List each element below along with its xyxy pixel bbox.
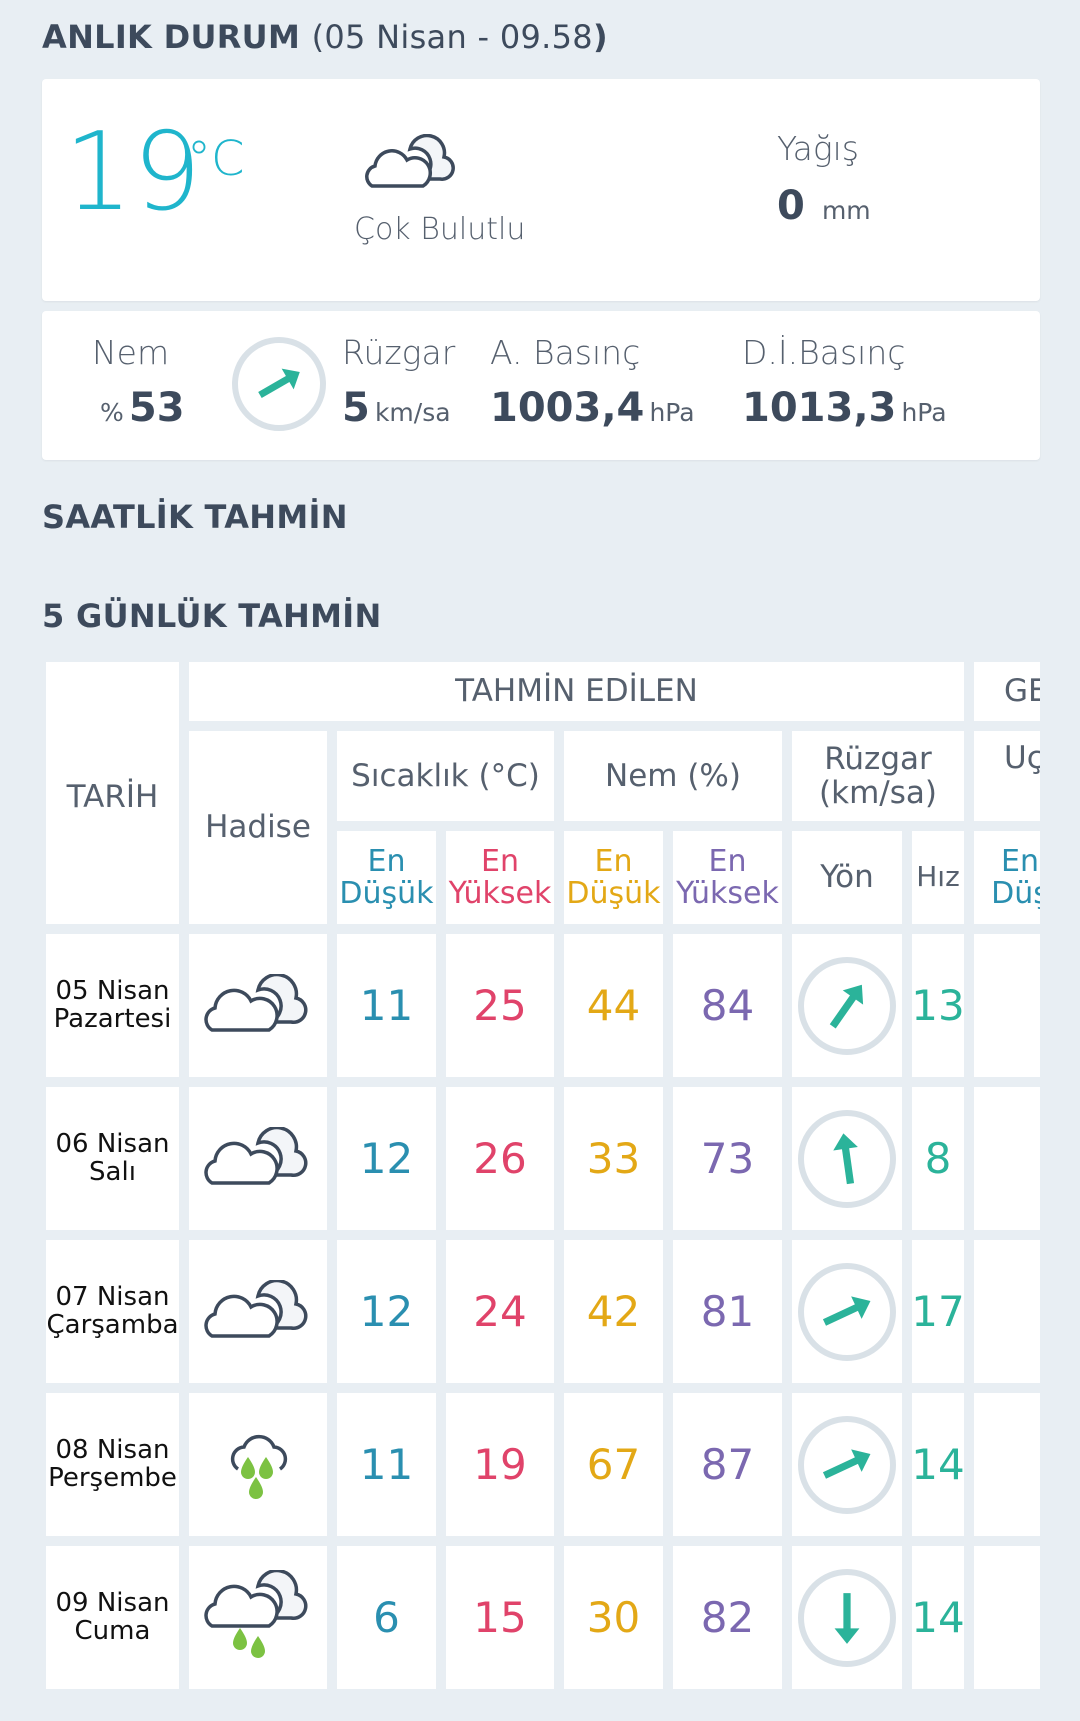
header-col2: Uç	[974, 731, 1040, 821]
wind-value: 5	[342, 385, 370, 431]
temp-max: 19	[446, 1393, 554, 1536]
humidity-max: 84	[673, 934, 782, 1077]
cloudy-icon	[189, 1240, 327, 1383]
wind-direction	[792, 1393, 902, 1536]
pressure-label: A. Basınç	[490, 333, 641, 372]
humidity-max: 87	[673, 1393, 782, 1536]
wind-speed: 8	[912, 1087, 964, 1230]
cloudy-icon	[189, 1087, 327, 1230]
wind-speed: 17	[912, 1240, 964, 1383]
humidity-min: 44	[564, 934, 663, 1077]
temp-min: 6	[337, 1546, 436, 1689]
current-details-card: Nem % 53 Rüzgar 5 km/sa A. Basınç 1003,4…	[42, 311, 1040, 460]
humidity-value: 53	[128, 385, 185, 431]
header-direction: Yön	[792, 831, 902, 924]
row-date: 07 Nisan Çarşamba	[46, 1240, 179, 1383]
current-card: 19 °C Çok Bulutlu Yağış 0 mm	[42, 79, 1040, 301]
wind-arrow-icon	[834, 1592, 860, 1644]
humidity-label: Nem	[92, 333, 170, 372]
wind-direction	[792, 1546, 902, 1689]
temp-min: 11	[337, 934, 436, 1077]
wind-arrow-icon	[822, 1295, 871, 1326]
row-date: 06 Nisan Salı	[46, 1087, 179, 1230]
header-event: Hadise	[189, 731, 327, 924]
header-group: TAHMİN EDİLEN	[189, 662, 964, 721]
temp-max: 25	[446, 934, 554, 1077]
sea-pressure-value: 1013,3	[742, 385, 897, 431]
humidity-min: 67	[564, 1393, 663, 1536]
rain-icon	[189, 1393, 327, 1536]
header-col2-sub: En Düş	[974, 831, 1040, 924]
wind-label: Rüzgar	[342, 333, 456, 372]
temp-max: 26	[446, 1087, 554, 1230]
header-humidity: Nem (%)	[564, 731, 782, 821]
row-date: 08 Nisan Perşembe	[46, 1393, 179, 1536]
humidity-min: 42	[564, 1240, 663, 1383]
precip-value: 0	[777, 183, 805, 229]
wind-arrow-icon	[829, 984, 864, 1028]
row-extra-cell	[974, 1087, 1040, 1230]
header-group2: GE	[974, 662, 1040, 721]
humidity-min: 33	[564, 1087, 663, 1230]
current-datetime: 05 Nisan - 09.58	[324, 18, 593, 56]
wind-speed: 14	[912, 1546, 964, 1689]
row-extra-cell	[974, 1546, 1040, 1689]
current-condition: Çok Bulutlu	[354, 212, 526, 247]
cloudy-rain-icon	[189, 1546, 327, 1689]
header-wind: Rüzgar (km/sa)	[792, 731, 964, 821]
temp-min: 12	[337, 1240, 436, 1383]
wind-arrow-icon	[258, 368, 300, 399]
header-speed: Hız	[912, 831, 964, 924]
temp-min: 12	[337, 1087, 436, 1230]
header-date: TARİH	[46, 662, 179, 924]
wind-arrow-icon	[833, 1132, 858, 1184]
header-temp-max: En Yüksek	[446, 831, 554, 924]
temp-min: 11	[337, 1393, 436, 1536]
row-extra-cell	[974, 1240, 1040, 1383]
humidity-max: 82	[673, 1546, 782, 1689]
row-extra-cell	[974, 934, 1040, 1077]
header-temp: Sıcaklık (°C)	[337, 731, 554, 821]
temp-max: 24	[446, 1240, 554, 1383]
row-date: 09 Nisan Cuma	[46, 1546, 179, 1689]
wind-speed: 14	[912, 1393, 964, 1536]
cloudy-icon	[189, 934, 327, 1077]
row-extra-cell	[974, 1393, 1040, 1536]
sea-pressure-label: D.İ.Basınç	[742, 333, 906, 372]
header-hum-max: En Yüksek	[673, 831, 782, 924]
daily-forecast-table: TARİH TAHMİN EDİLEN GE Hadise Sıcaklık (…	[46, 662, 1040, 1692]
pressure-value: 1003,4	[490, 385, 645, 431]
wind-speed: 13	[912, 934, 964, 1077]
wind-direction	[792, 934, 902, 1077]
row-date: 05 Nisan Pazartesi	[46, 934, 179, 1077]
hourly-title[interactable]: SAATLİK TAHMİN	[42, 498, 348, 536]
header-temp-min: En Düşük	[337, 831, 436, 924]
humidity-min: 30	[564, 1546, 663, 1689]
wind-arrow-icon	[822, 1448, 871, 1479]
header-hum-min: En Düşük	[564, 831, 663, 924]
cloudy-icon	[365, 134, 455, 188]
wind-direction	[792, 1240, 902, 1383]
humidity-max: 73	[673, 1087, 782, 1230]
current-temperature: 19	[64, 110, 202, 235]
wind-compass	[232, 337, 326, 431]
temp-unit: °C	[187, 131, 245, 187]
precip-label: Yağış	[777, 129, 860, 168]
current-title: ANLIK DURUM (05 Nisan - 09.58)	[42, 18, 608, 56]
wind-direction	[792, 1087, 902, 1230]
daily-title: 5 GÜNLÜK TAHMİN	[42, 597, 382, 635]
humidity-max: 81	[673, 1240, 782, 1383]
temp-max: 15	[446, 1546, 554, 1689]
